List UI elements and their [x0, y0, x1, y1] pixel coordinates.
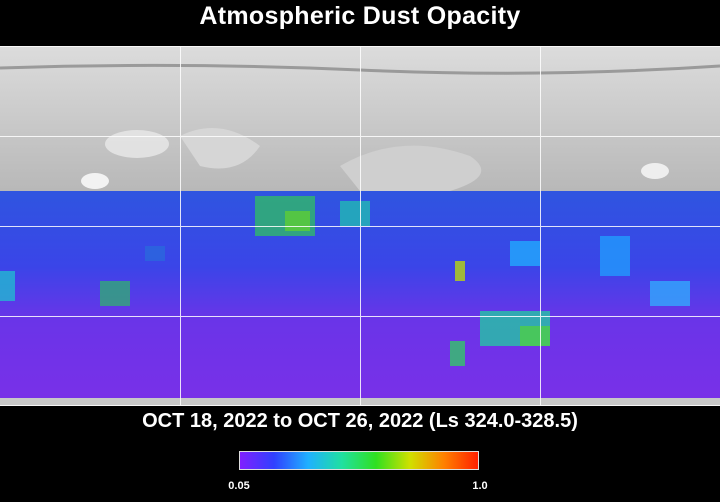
dust-patch	[450, 341, 465, 366]
dust-patches	[0, 196, 690, 366]
date-range-label: OCT 18, 2022 to OCT 26, 2022 (Ls 324.0-3…	[142, 410, 578, 432]
dust-patch	[340, 201, 370, 226]
dust-patch	[510, 241, 540, 266]
dust-patch	[520, 326, 550, 346]
volcano-feature	[81, 173, 109, 189]
dust-patch	[100, 281, 130, 306]
mars-map	[0, 46, 720, 406]
dust-patch	[600, 236, 630, 276]
volcano-feature	[641, 163, 669, 179]
volcano-feature	[105, 130, 169, 158]
dust-patch	[0, 271, 15, 301]
terrain-plateau	[340, 145, 482, 191]
terrain-plateau	[180, 128, 260, 169]
colorbar	[239, 451, 479, 470]
dust-patch	[145, 246, 165, 261]
dust-patch	[285, 211, 310, 231]
dust-patch	[650, 281, 690, 306]
chart-title: Atmospheric Dust Opacity	[199, 2, 521, 30]
colorbar-max-label: 1.0	[472, 480, 488, 492]
dust-patch	[455, 261, 465, 281]
colorbar-min-label: 0.05	[228, 480, 250, 492]
lat-lon-grid	[0, 46, 720, 406]
map-canvas	[0, 46, 720, 406]
